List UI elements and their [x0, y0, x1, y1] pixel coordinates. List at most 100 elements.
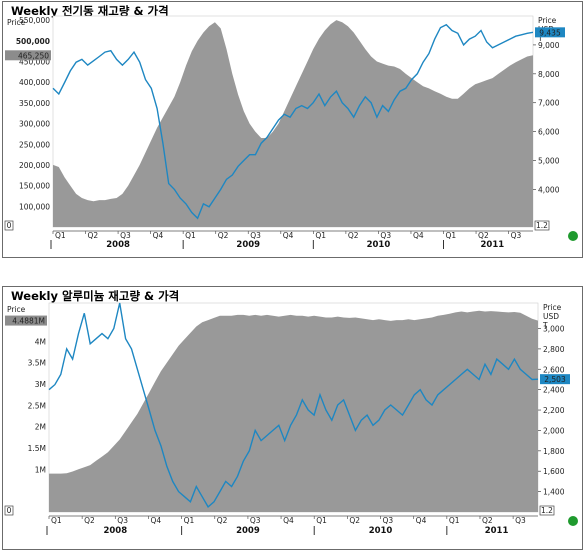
left-current-badge: [5, 315, 47, 326]
year-label: 2009: [236, 526, 260, 536]
right-tick-label: 2,000: [543, 426, 565, 435]
right-current-value: 9,435: [539, 28, 561, 37]
right-bottom-value: 1.2: [536, 221, 548, 230]
left-tick-label: 2.5M: [28, 401, 46, 410]
x-tick-label: Q2: [217, 516, 228, 525]
right-tick-label: 2,600: [543, 365, 565, 374]
aluminum-chart-svg: Price1M1.5M2M2.5M3M3.5M4M4.4881M0PriceUS…: [4, 302, 570, 536]
x-tick-label: Q1: [446, 231, 457, 240]
left-tick-label: 150,000: [19, 182, 50, 191]
left-current-value: 465,250: [18, 51, 49, 60]
left-tick-label: 1M: [35, 465, 46, 474]
x-tick-label: Q4: [416, 516, 427, 525]
right-current-badge: [540, 374, 570, 385]
year-label: 2011: [480, 240, 504, 250]
x-tick-label: Q1: [55, 231, 66, 240]
right-tick-label: 1,600: [543, 467, 565, 476]
left-bottom-value: 0: [7, 221, 12, 230]
x-tick-label: Q1: [315, 231, 326, 240]
year-label: 2010: [367, 240, 391, 250]
left-bottom-badge: [4, 220, 14, 231]
year-label: 2010: [369, 526, 393, 536]
left-tick-label: 200,000: [19, 161, 50, 170]
right-tick-label: 7,000: [538, 99, 560, 108]
status-dot-icon[interactable]: [568, 516, 578, 526]
left-tick-label: 550,000: [19, 16, 50, 25]
left-bottom-value: 0: [7, 506, 12, 515]
right-tick-label: 8,000: [538, 70, 560, 79]
year-label: 2011: [485, 526, 509, 536]
left-tick-label: 1.5M: [28, 444, 46, 453]
price-line-series: [48, 302, 539, 508]
right-current-value: 2,503: [544, 375, 566, 384]
x-tick-label: Q4: [283, 516, 294, 525]
x-tick-label: Q3: [250, 516, 261, 525]
x-tick-label: Q2: [478, 231, 489, 240]
x-tick-label: Q3: [250, 231, 261, 240]
right-axis-label: T: [542, 321, 548, 330]
right-tick-label: 5,000: [538, 157, 560, 166]
left-tick-label: 4M: [35, 337, 46, 346]
x-tick-label: Q4: [150, 516, 161, 525]
x-tick-label: Q4: [153, 231, 164, 240]
left-bottom-badge: [4, 505, 14, 516]
left-tick-label: 3.5M: [28, 359, 46, 368]
right-tick-label: 4,000: [538, 185, 560, 194]
left-current-value: 4.4881M: [12, 317, 45, 326]
x-tick-label: Q2: [218, 231, 229, 240]
copper-chart-svg: Price 100,000 150,000 200,000 250,000 300,000…: [4, 15, 565, 250]
right-tick-label: 6,000: [538, 128, 560, 137]
x-tick-label: Q2: [348, 231, 359, 240]
right-axis-label: USD: [543, 312, 559, 321]
left-tick-label: 500,000: [16, 37, 50, 46]
stock-area-series: [49, 310, 538, 512]
right-tick-label: 3,000: [543, 324, 565, 333]
left-current-badge: [5, 50, 51, 61]
year-label: 2008: [103, 526, 127, 536]
left-tick-label: 300,000: [19, 120, 50, 129]
right-tick-label: 1,800: [543, 447, 565, 456]
x-tick-label: Q1: [185, 231, 196, 240]
x-tick-label: Q1: [184, 516, 195, 525]
x-tick-label: Q2: [482, 516, 493, 525]
right-current-badge: [535, 27, 565, 38]
chart-title: Weekly 알루미늄 재고량 & 가격: [11, 289, 180, 303]
x-tick-label: Q4: [283, 231, 294, 240]
x-tick-label: Q1: [51, 516, 62, 525]
left-tick-label: 250,000: [19, 140, 50, 149]
year-label: 2009: [236, 240, 260, 250]
x-tick-label: Q2: [349, 516, 360, 525]
right-bottom-badge: [539, 505, 555, 516]
x-tick-label: Q3: [511, 231, 522, 240]
right-axis-label: Price: [543, 303, 562, 312]
left-tick-label: 400,000: [19, 78, 50, 87]
price-line-series: [52, 23, 534, 220]
right-axis-label: Price: [538, 16, 557, 25]
copper-chart-panel: Weekly 전기동 재고량 & 가격 Price 100,000 150,000 2…: [2, 1, 583, 258]
x-tick-label: Q4: [413, 231, 424, 240]
x-tick-label: Q3: [380, 231, 391, 240]
left-tick-label: 3M: [35, 380, 46, 389]
right-tick-label: 2,200: [543, 406, 565, 415]
x-tick-label: Q2: [88, 231, 99, 240]
right-bottom-badge: [534, 220, 550, 231]
aluminum-chart-panel: Weekly 알루미늄 재고량 & 가격 Price 1M 1.5M 2M 2.5M 3M…: [2, 286, 583, 550]
x-tick-label: Q3: [383, 516, 394, 525]
left-tick-label: 450,000: [19, 58, 50, 67]
x-tick-label: Q1: [316, 516, 327, 525]
status-dot-icon[interactable]: [568, 231, 578, 241]
x-tick-label: Q2: [84, 516, 95, 525]
right-tick-label: 9,000: [538, 41, 560, 50]
left-axis-label: Price: [7, 18, 26, 27]
left-axis-label: Price: [7, 305, 26, 314]
x-tick-label: Q3: [117, 516, 128, 525]
x-tick-label: Q3: [515, 516, 526, 525]
stock-area-series: [53, 20, 533, 227]
left-tick-label: 100,000: [19, 202, 50, 211]
right-axis-label: T: [537, 34, 543, 43]
x-tick-label: Q3: [120, 231, 131, 240]
right-tick-label: 2,400: [543, 386, 565, 395]
right-tick-label: 2,800: [543, 345, 565, 354]
right-bottom-value: 1.2: [541, 506, 553, 515]
year-label: 2008: [106, 240, 130, 250]
